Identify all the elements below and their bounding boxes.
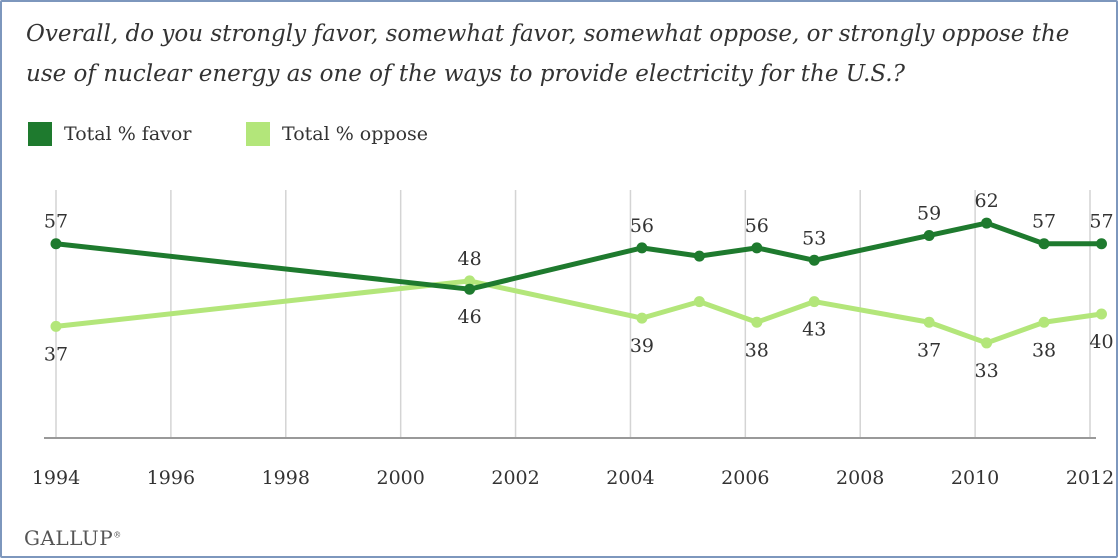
x-tick-label-1994: 1994 [32,467,80,489]
point-favor-8 [1038,238,1050,250]
chart-title: Overall, do you strongly favor, somewhat… [26,21,1070,87]
point-oppose-0 [50,320,62,332]
point-oppose-1 [464,275,476,287]
data-label-oppose-9: 40 [1089,331,1113,353]
x-tick-label-2008: 2008 [836,467,884,489]
registered-mark: ® [113,530,122,540]
data-label-favor-5: 53 [802,227,826,249]
data-label-oppose-8: 38 [1032,339,1056,361]
data-label-oppose-5: 43 [802,319,826,341]
x-tick-label-2010: 2010 [951,467,999,489]
point-favor-5 [808,254,820,266]
point-favor-6 [923,229,935,241]
point-favor-2 [636,242,648,254]
data-label-favor-7: 62 [975,190,999,212]
point-favor-4 [751,242,763,254]
x-tick-label-2006: 2006 [721,467,769,489]
point-favor-0 [50,238,62,250]
data-label-favor-6: 59 [917,202,941,224]
point-oppose-9 [1095,308,1107,320]
data-label-oppose-1: 48 [458,248,482,270]
legend-swatch-favor [28,122,52,146]
point-favor-7 [981,217,993,229]
gallup-logo: GALLUP® [24,526,122,550]
point-oppose-4 [751,316,763,328]
legend-label-oppose: Total % oppose [282,123,429,145]
legend-swatch-oppose [246,122,270,146]
x-tick-label-2004: 2004 [606,467,654,489]
data-label-oppose-2: 39 [630,335,654,357]
point-oppose-3 [693,296,705,308]
x-tick-label-1996: 1996 [147,467,195,489]
point-oppose-2 [636,312,648,324]
x-tick-label-1998: 1998 [262,467,310,489]
data-label-oppose-7: 33 [975,360,999,382]
data-label-favor-4: 56 [745,215,769,237]
point-favor-3 [693,250,705,262]
legend-label-favor: Total % favor [64,123,192,145]
series-line-favor [53,220,1104,292]
brand-text: GALLUP [24,526,114,550]
x-tick-label-2000: 2000 [376,467,424,489]
x-tick-label-2012: 2012 [1066,467,1114,489]
point-oppose-5 [808,296,820,308]
point-oppose-8 [1038,316,1050,328]
series-line-oppose [53,278,1104,346]
data-label-favor-9: 57 [1089,211,1113,233]
data-label-oppose-0: 37 [44,343,68,365]
data-label-favor-0: 57 [44,211,68,233]
data-label-favor-1: 46 [458,306,482,328]
legend-item-oppose: Total % oppose [246,122,428,146]
legend-item-favor: Total % favor [28,122,191,146]
data-label-favor-8: 57 [1032,211,1056,233]
point-favor-1 [464,283,476,295]
data-label-favor-2: 56 [630,215,654,237]
point-oppose-7 [981,337,993,349]
point-oppose-6 [923,316,935,328]
x-tick-label-2002: 2002 [491,467,539,489]
data-label-oppose-6: 37 [917,339,941,361]
point-favor-9 [1095,238,1107,250]
data-label-oppose-4: 38 [745,339,769,361]
